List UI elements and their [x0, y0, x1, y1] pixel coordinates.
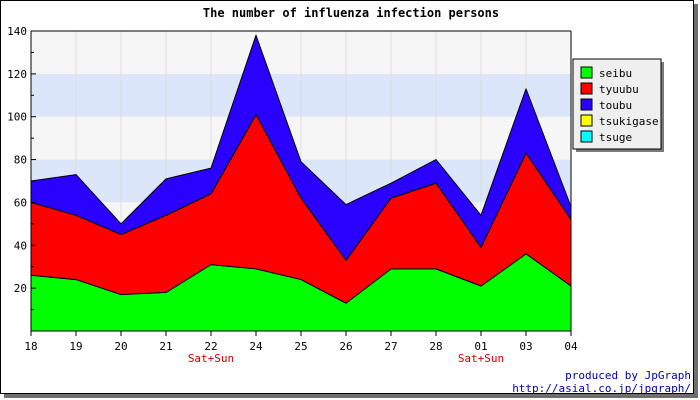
- x-tick-label: 04: [564, 340, 578, 353]
- chart-frame: The number of influenza infection person…: [0, 0, 694, 395]
- x-tick-label: 22: [204, 340, 217, 353]
- x-tick-label: 25: [294, 340, 307, 353]
- y-tick-label: 100: [7, 111, 27, 124]
- x-tick-label: 20: [114, 340, 127, 353]
- x-tick-label: 03: [519, 340, 532, 353]
- y-tick-label: 80: [14, 154, 27, 167]
- x-tick-label: 24: [249, 340, 263, 353]
- y-tick-label: 20: [14, 282, 27, 295]
- weekend-note: Sat+Sun: [188, 352, 234, 365]
- y-tick-label: 140: [7, 25, 27, 38]
- legend-swatch-tsuge: [580, 130, 593, 143]
- legend-label-tsuge: tsuge: [599, 131, 632, 144]
- x-tick-label: 21: [159, 340, 172, 353]
- x-tick-label: 27: [384, 340, 397, 353]
- x-tick-label: 18: [24, 340, 37, 353]
- legend-label-tyuubu: tyuubu: [599, 83, 639, 96]
- y-tick-label: 40: [14, 239, 27, 252]
- legend-label-seibu: seibu: [599, 67, 632, 80]
- legend-swatch-seibu: [580, 66, 593, 79]
- legend-swatch-toubu: [580, 98, 593, 111]
- legend-swatch-tyuubu: [580, 82, 593, 95]
- chart-title: The number of influenza infection person…: [203, 6, 499, 20]
- x-tick-label: 28: [429, 340, 442, 353]
- x-tick-label: 26: [339, 340, 352, 353]
- y-tick-label: 60: [14, 196, 27, 209]
- x-tick-label: 19: [69, 340, 82, 353]
- credit-line-2: http://asial.co.jp/jpgraph/: [512, 382, 691, 393]
- chart: The number of influenza infection person…: [7, 6, 691, 395]
- legend-label-tsukigase: tsukigase: [599, 115, 659, 128]
- y-tick-label: 120: [7, 68, 27, 81]
- credit-line-1: produced by JpGraph: [565, 369, 691, 382]
- legend-swatch-tsukigase: [580, 114, 593, 127]
- x-tick-label: 01: [474, 340, 487, 353]
- legend-label-toubu: toubu: [599, 99, 632, 112]
- weekend-note: Sat+Sun: [458, 352, 504, 365]
